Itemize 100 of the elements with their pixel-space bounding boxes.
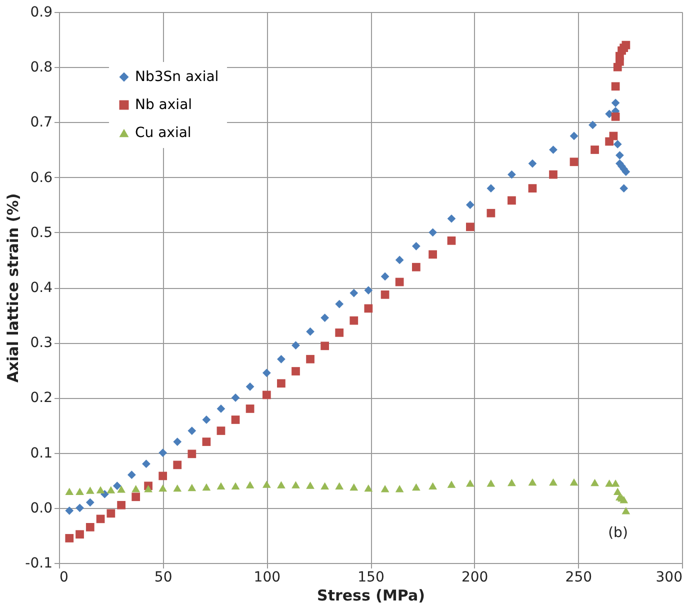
point	[428, 250, 437, 259]
point	[173, 460, 182, 470]
point	[231, 482, 240, 490]
point	[412, 242, 420, 250]
point	[188, 450, 196, 458]
point	[611, 479, 620, 487]
point	[96, 514, 105, 524]
point	[380, 290, 390, 299]
annotation: (b)	[608, 525, 628, 541]
x-tick-label: 250	[565, 570, 592, 586]
point	[106, 509, 116, 518]
point	[412, 483, 420, 491]
point	[590, 146, 599, 154]
point	[364, 286, 373, 294]
point	[622, 40, 630, 50]
point	[202, 438, 211, 446]
point	[428, 482, 437, 490]
point	[486, 208, 496, 218]
y-tick-label: 0.0	[30, 500, 52, 516]
point	[96, 486, 105, 494]
point	[613, 488, 622, 495]
point	[335, 300, 344, 308]
x-tick-label: 0	[60, 570, 68, 586]
point	[216, 482, 226, 490]
point	[364, 484, 373, 492]
point	[132, 484, 140, 492]
point	[611, 82, 620, 91]
point	[412, 262, 420, 272]
point	[549, 478, 558, 486]
y-tick-label: 0.5	[30, 224, 52, 241]
point	[588, 120, 597, 130]
point	[508, 196, 516, 205]
point	[277, 481, 286, 488]
x-tick-label: 300	[656, 570, 682, 586]
point	[216, 404, 226, 413]
point	[132, 492, 140, 502]
point	[306, 482, 314, 489]
point	[428, 228, 437, 237]
legend-label: Cu axial	[135, 125, 192, 141]
y-tick-label: -0.1	[25, 556, 52, 572]
point	[142, 460, 150, 468]
point	[112, 482, 122, 490]
point	[528, 159, 537, 168]
point	[395, 484, 404, 492]
point	[86, 523, 94, 532]
point	[508, 170, 516, 179]
y-tick-label: 0.4	[30, 280, 53, 296]
point	[231, 394, 240, 402]
point	[447, 480, 456, 488]
point	[117, 486, 126, 493]
y-tick-label: 0.2	[30, 390, 52, 406]
x-tick-label: 100	[254, 570, 281, 586]
point	[570, 132, 578, 140]
point	[620, 184, 628, 193]
point	[549, 170, 558, 179]
point	[158, 472, 168, 480]
point	[611, 98, 620, 108]
point	[158, 484, 168, 492]
point	[277, 379, 286, 388]
y-tick-label: 0.3	[30, 335, 52, 352]
point	[364, 304, 373, 313]
point	[335, 328, 344, 337]
y-tick-label: 0.9	[30, 4, 52, 20]
point	[395, 278, 404, 286]
point	[380, 272, 390, 281]
point	[262, 480, 271, 488]
x-tick-label: 50	[154, 570, 172, 586]
point	[292, 367, 300, 376]
point	[590, 478, 599, 486]
point	[117, 500, 126, 510]
point	[202, 416, 211, 424]
y-tick-label: 0.8	[30, 60, 52, 76]
point	[292, 481, 300, 488]
point	[528, 478, 537, 486]
point	[188, 426, 196, 435]
point	[262, 390, 271, 400]
point	[231, 416, 240, 424]
point	[76, 530, 84, 539]
point	[106, 486, 116, 494]
point	[320, 314, 329, 322]
point	[144, 484, 152, 492]
point	[188, 484, 196, 492]
point	[570, 158, 578, 166]
point	[350, 288, 358, 298]
point	[570, 478, 578, 486]
point	[202, 483, 211, 491]
point	[76, 488, 84, 495]
point	[609, 132, 618, 140]
point	[466, 200, 474, 210]
point	[447, 236, 456, 245]
point	[622, 507, 630, 514]
point	[486, 479, 496, 487]
point	[350, 483, 358, 491]
point	[128, 470, 136, 480]
point	[246, 481, 254, 488]
point	[320, 482, 329, 490]
point	[616, 151, 624, 160]
point	[158, 448, 168, 457]
point	[65, 534, 74, 542]
x-axis-title: Stress (MPa)	[317, 586, 425, 604]
